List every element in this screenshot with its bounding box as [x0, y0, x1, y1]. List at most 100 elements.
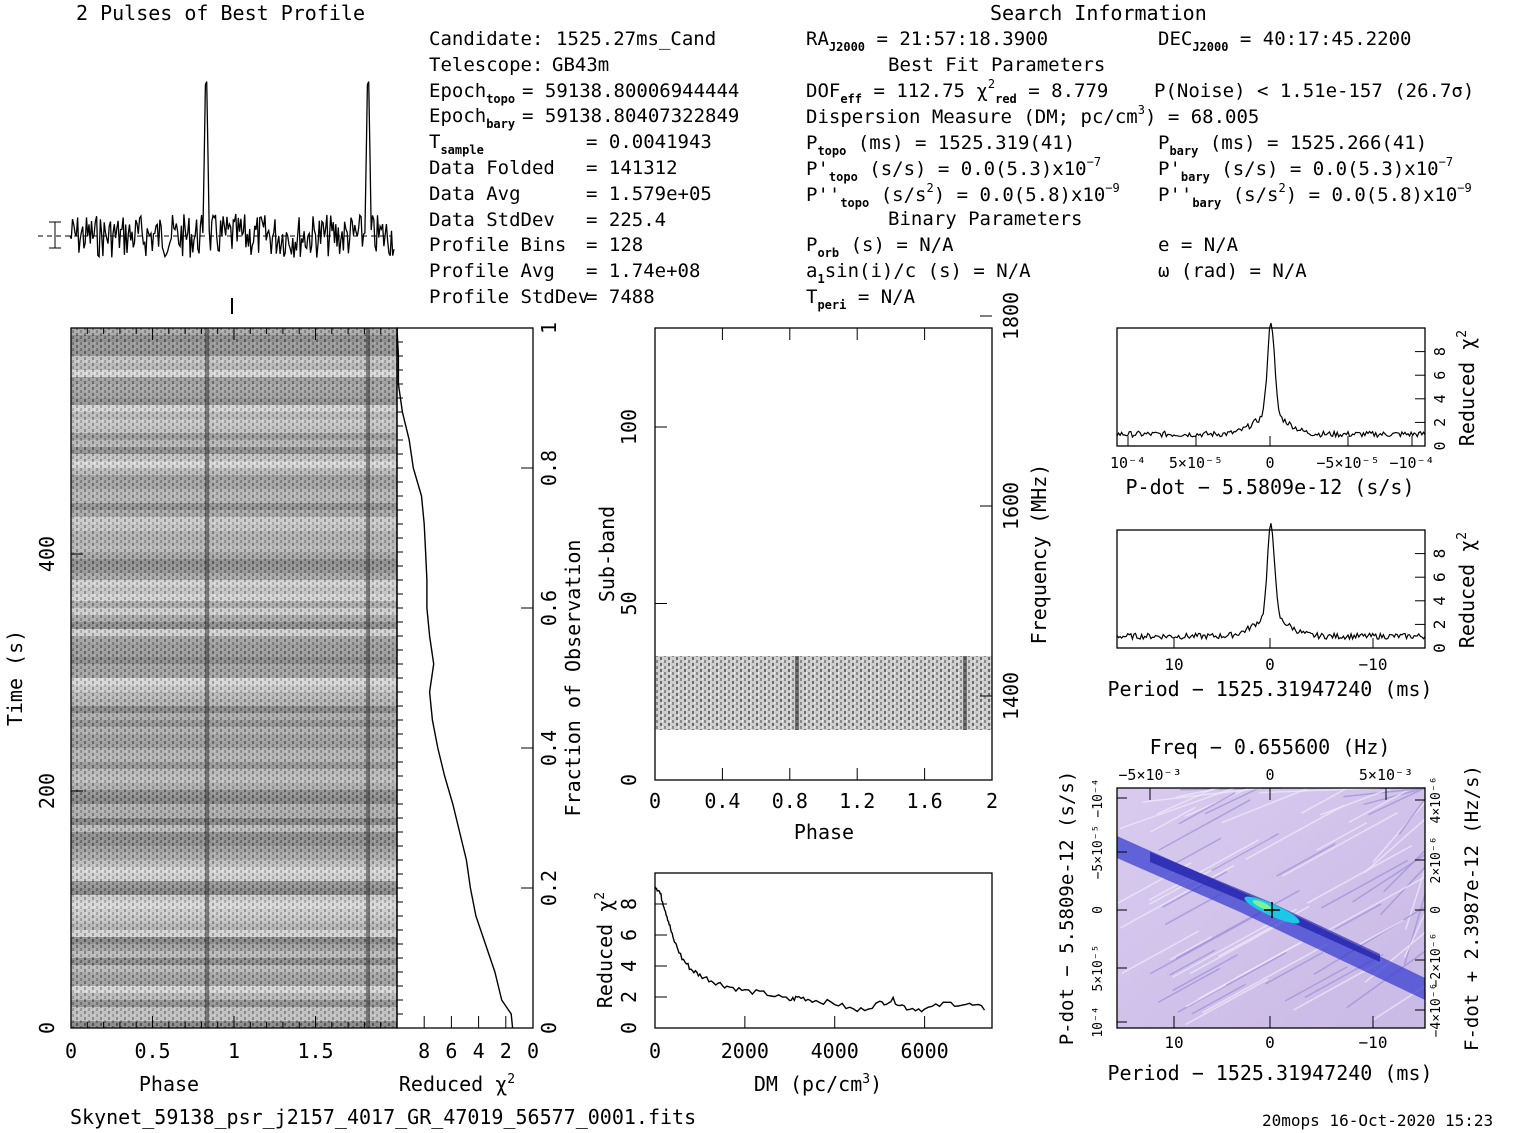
x-tick-label: 0: [527, 1039, 539, 1063]
pdot-ticks: 0 2 4 6 8 10⁻⁴ 5×10⁻⁵ 0 −5×10⁻⁵ −10⁻⁴: [1110, 347, 1449, 472]
info-label-sub: topo: [486, 91, 516, 106]
subband-ylabel: Sub-band: [595, 506, 619, 602]
streak: [1403, 912, 1426, 958]
y-tick-label: 0: [1431, 441, 1449, 450]
right-tick-label: 4×10⁻⁶: [1429, 777, 1444, 824]
x-tick-label: 10⁻⁴: [1110, 454, 1146, 472]
ra-line: RAJ2000 = 21:57:18.3900: [806, 28, 1049, 54]
info-value: = 1.579e+05: [586, 182, 712, 205]
y-tick-label: 4: [1431, 394, 1449, 403]
freq-tick-label: 1400: [999, 672, 1023, 720]
x-tick-label: 10: [1164, 655, 1183, 674]
time-phase-row: [71, 356, 397, 363]
info-value: = 1.74e+08: [586, 260, 701, 283]
streak: [1175, 837, 1222, 864]
time-phase-row: [71, 839, 397, 846]
porb-value: (s) = N/A: [850, 234, 954, 256]
pdot-ylabel: Reduced χ2: [1455, 330, 1479, 446]
porb-line: Porb (s) = N/A: [806, 234, 954, 260]
fraction-tick-label: 1: [537, 322, 561, 334]
info-label: Data StdDev: [429, 209, 555, 231]
left-tick-label: −10⁻⁴: [1091, 778, 1106, 817]
time-phase-row: [71, 475, 397, 482]
time-phase-row: [71, 671, 397, 678]
x-tick-label: 0: [65, 1039, 77, 1063]
x-tick-label: 1.6: [907, 789, 943, 813]
time-phase-row: [71, 685, 397, 692]
info-label-text: Data StdDev: [429, 208, 555, 231]
time-phase-row: [71, 531, 397, 538]
time-phase-row: [71, 454, 397, 461]
x-tick-label: 0: [1265, 454, 1274, 472]
pulse-column-2: [366, 328, 370, 1028]
dm-ticks: 0 2000 4000 6000 0 2 4 6 8: [617, 898, 949, 1063]
time-phase-row: [71, 391, 397, 398]
pddbary-value: ) = 0.0(5.8)x10: [1285, 184, 1458, 206]
time-phase-row: [71, 650, 397, 657]
streak: [1185, 978, 1269, 1026]
period-pdot-frame: [1116, 787, 1426, 1029]
streak: [1185, 984, 1227, 1008]
y-tick-label: 6: [1431, 371, 1449, 380]
pdtopo-line: P'topo (s/s) = 0.0(5.3)x10−7: [806, 155, 1102, 184]
time-redchi-xlabel-text: Reduced χ: [399, 1072, 507, 1096]
tperi-value: = N/A: [857, 286, 916, 308]
subband-xlabel: Phase: [794, 820, 854, 844]
x-tick-label: 2000: [721, 1039, 769, 1063]
dm-frame: [654, 872, 993, 1029]
info-label-sub: bary: [486, 117, 516, 132]
streak: [1169, 936, 1213, 961]
subband-frame: [654, 327, 993, 781]
dof-label: DOF: [806, 80, 841, 102]
y-tick-label: 8: [1431, 347, 1449, 356]
pddtopo-value: ) = 0.0(5.8)x10: [933, 184, 1106, 206]
time-phase-row: [71, 349, 397, 356]
time-phase-row: [71, 566, 397, 573]
pdot-ylabel-text: Reduced χ: [1455, 338, 1479, 446]
time-phase-row: [71, 601, 397, 608]
time-phase-row: [71, 608, 397, 615]
fraction-tick-label: 0.4: [537, 730, 561, 766]
time-phase-row: [71, 552, 397, 559]
streak: [1276, 843, 1336, 877]
info-label-text: Candidate:: [429, 28, 544, 50]
dm-ylabel-text: Reduced χ: [593, 900, 617, 1008]
period-frame: [1116, 529, 1426, 649]
streak: [1234, 942, 1300, 980]
pdot-redchi-plot: 0 2 4 6 8 10⁻⁴ 5×10⁻⁵ 0 −5×10⁻⁵ −10⁻⁴: [1110, 322, 1449, 472]
pdot-frame: [1116, 327, 1426, 447]
y-tick-label: 8: [1430, 549, 1449, 559]
info-value: 1525.27ms_Cand: [556, 28, 717, 50]
time-phase-row: [71, 664, 397, 671]
info-label-text: Data Folded: [429, 157, 555, 179]
time-phase-row: [71, 867, 397, 874]
time-phase-row: [71, 923, 397, 930]
time-phase-row: [71, 951, 397, 958]
pdot-redchi-line: [1116, 322, 1426, 439]
time-phase-row: [71, 909, 397, 916]
info-label: Tsample: [429, 131, 484, 156]
info-value: = 59138.80407322849: [522, 105, 740, 128]
time-phase-row: [71, 818, 397, 825]
info-value: = 225.4: [586, 208, 667, 231]
x-tick-label: −5×10⁻⁵: [1316, 454, 1379, 472]
streak: [1368, 787, 1426, 816]
time-phase-row: [71, 790, 397, 797]
period-xlabel: Period − 1525.31947240 (ms): [1107, 677, 1432, 701]
time-phase-row: [71, 384, 397, 391]
freq-tick-label: 1600: [999, 482, 1023, 530]
y-tick-label: 0: [617, 774, 641, 786]
info-label-text: Epoch: [429, 79, 487, 102]
y-tick-label: 400: [35, 536, 59, 572]
info-value: = 128: [586, 234, 644, 257]
period-redchi-line: [1116, 523, 1426, 642]
x-tick-label: 5×10⁻⁵: [1169, 454, 1223, 472]
subband-phase-plot: 0 0.4 0.8 1.2 1.6 2 0 50 100 1400 1600 1800: [617, 292, 1023, 813]
y-tick-label: 200: [35, 773, 59, 809]
errorbar-icon: [49, 221, 61, 249]
streak: [1320, 787, 1392, 816]
x-tick-label: 0: [649, 1039, 661, 1063]
time-phase-row: [71, 986, 397, 993]
y-tick-label: 8: [617, 898, 641, 910]
streak: [1176, 787, 1221, 798]
